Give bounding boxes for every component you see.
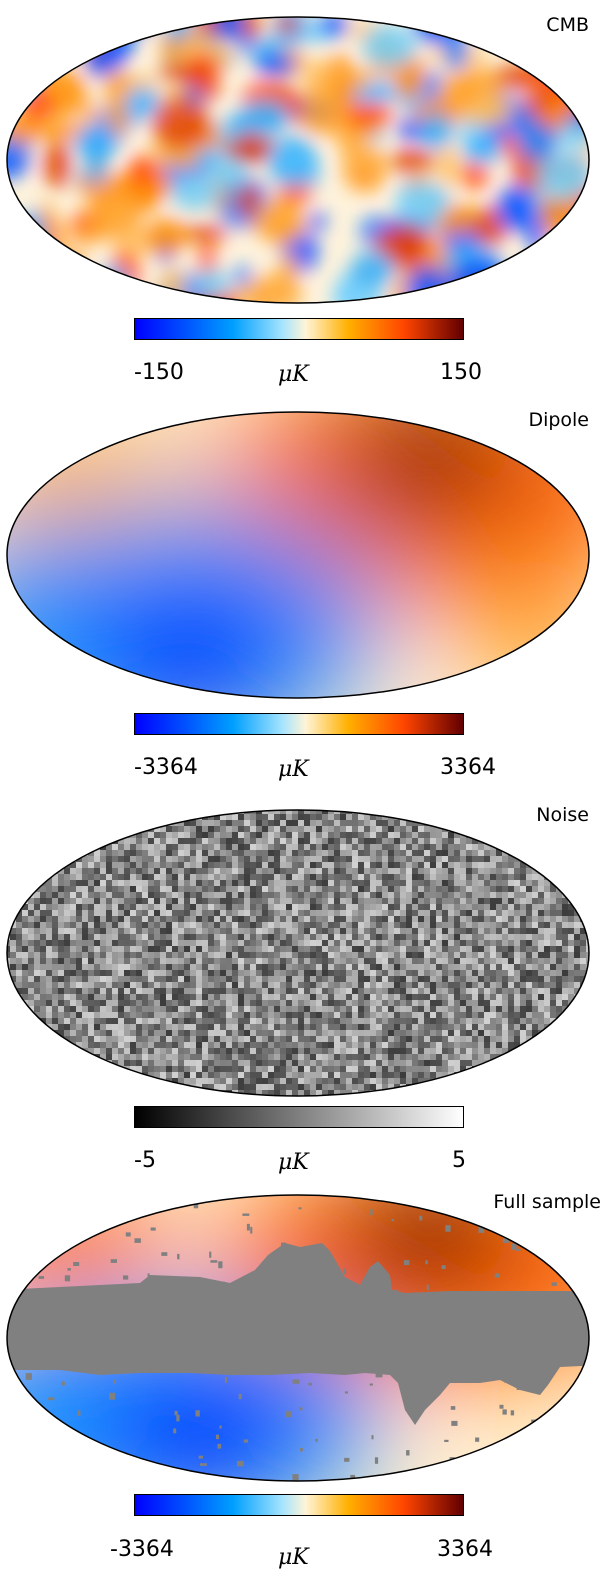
noise-colorbar <box>134 1106 464 1128</box>
full-sample-colorbar <box>134 1494 464 1516</box>
cmb-title: CMB <box>546 14 589 36</box>
cmb-colorbar <box>134 318 464 340</box>
cmb-colorbar-unit: μK <box>278 362 309 387</box>
full-sample-panel: Full sample -3364 μK 3364 <box>0 1185 603 1579</box>
cmb-map <box>6 16 590 304</box>
dipole-title: Dipole <box>528 409 589 431</box>
full-sample-title: Full sample <box>493 1191 601 1213</box>
full-sample-colorbar-unit: μK <box>278 1545 309 1570</box>
noise-map <box>6 809 590 1097</box>
noise-colorbar-unit: μK <box>278 1150 309 1175</box>
cmb-panel: CMB -150 μK 150 <box>0 0 603 395</box>
dipole-panel: Dipole -3364 μK 3364 <box>0 395 603 790</box>
noise-colorbar-max-label: 5 <box>452 1148 466 1173</box>
noise-panel: Noise -5 μK 5 <box>0 790 603 1185</box>
full-sample-colorbar-min-label: -3364 <box>110 1537 174 1562</box>
cmb-colorbar-min-label: -150 <box>134 360 184 385</box>
dipole-colorbar-unit: μK <box>278 757 309 782</box>
noise-title: Noise <box>536 804 589 826</box>
cmb-colorbar-max-label: 150 <box>440 360 482 385</box>
dipole-colorbar <box>134 713 464 735</box>
full-sample-map <box>6 1194 590 1482</box>
noise-colorbar-min-label: -5 <box>134 1148 156 1173</box>
full-sample-colorbar-max-label: 3364 <box>437 1537 493 1562</box>
dipole-colorbar-max-label: 3364 <box>440 755 496 780</box>
dipole-map <box>6 411 590 699</box>
dipole-colorbar-min-label: -3364 <box>134 755 198 780</box>
